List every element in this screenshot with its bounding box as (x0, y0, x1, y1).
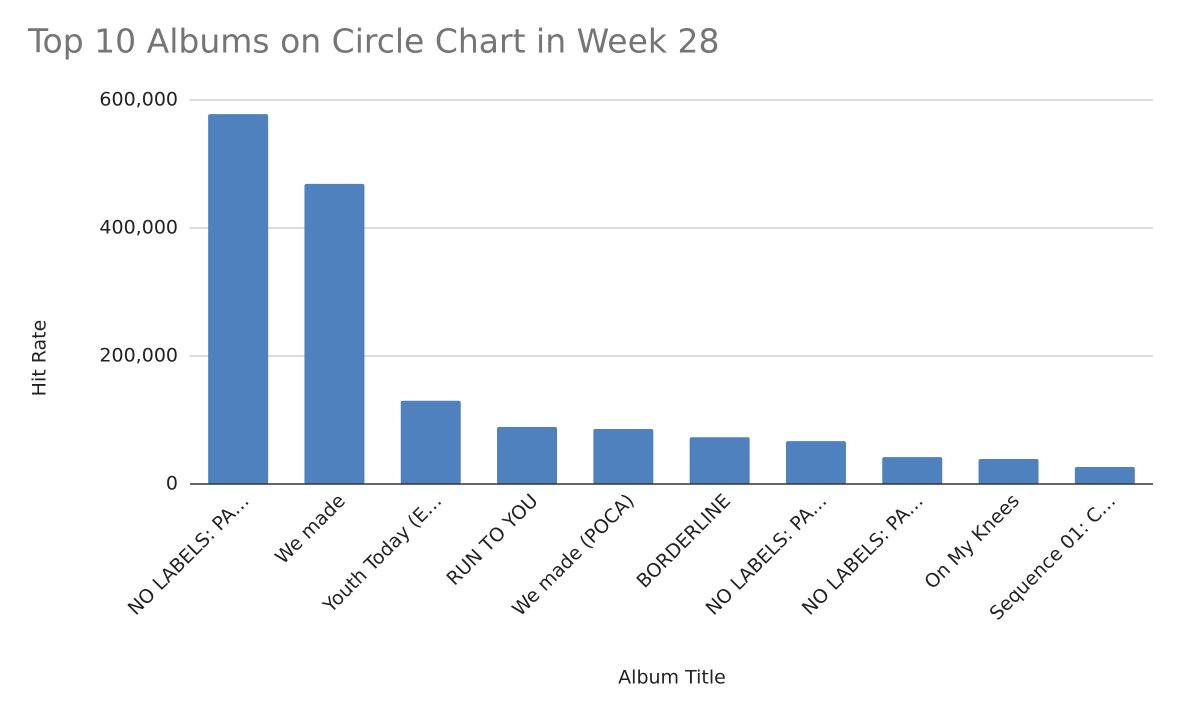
bar (400, 400, 461, 484)
bar (304, 183, 365, 484)
y-tick-label: 400,000 (99, 217, 178, 239)
bar (593, 428, 654, 484)
y-axis-label: Hit Rate (29, 320, 51, 397)
bar (689, 437, 750, 484)
bar (1074, 467, 1135, 484)
bar (208, 114, 269, 484)
chart-title: Top 10 Albums on Circle Chart in Week 28 (27, 22, 720, 61)
y-tick-label: 0 (166, 473, 178, 495)
y-tick-label: 600,000 (99, 89, 178, 111)
bar (497, 427, 558, 484)
bar (882, 457, 943, 484)
bar (785, 441, 846, 484)
y-tick-label: 200,000 (99, 345, 178, 367)
bar (978, 459, 1039, 484)
x-axis-label: Album Title (618, 667, 726, 689)
